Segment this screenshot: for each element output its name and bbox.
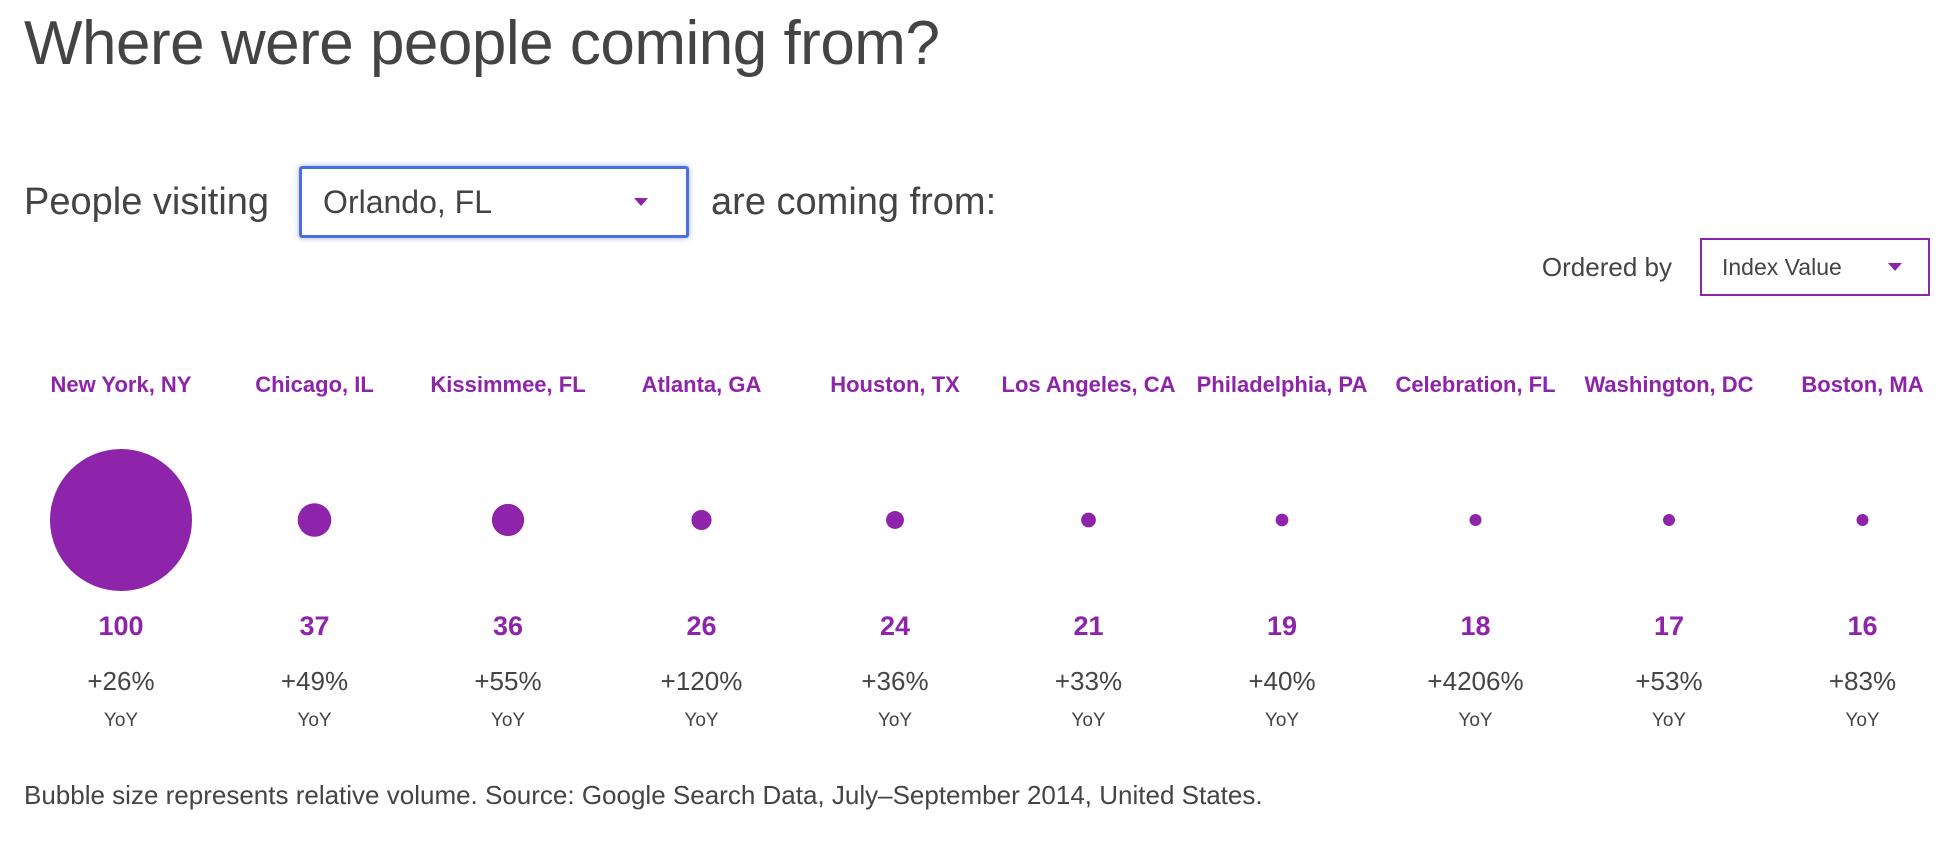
bubble-mark <box>691 509 712 531</box>
yoy-unit-label: YoY <box>1071 710 1105 731</box>
yoy-unit-label: YoY <box>1265 710 1299 731</box>
yoy-unit-label: YoY <box>684 710 718 731</box>
yoy-change-label: +33% <box>1055 666 1122 696</box>
city-label: Philadelphia, PA <box>1197 372 1368 397</box>
index-value-label: 21 <box>1073 611 1103 641</box>
index-value-label: 26 <box>686 611 716 641</box>
yoy-change-label: +55% <box>474 666 541 696</box>
index-value-label: 19 <box>1267 611 1297 641</box>
bubble-mark <box>1275 513 1289 527</box>
visit-row: People visiting Orlando, FL are coming f… <box>24 164 996 240</box>
city-label: Atlanta, GA <box>642 372 762 397</box>
yoy-change-label: +4206% <box>1427 666 1523 696</box>
bubble-mark <box>1663 514 1675 526</box>
city-dropdown[interactable]: Orlando, FL <box>299 166 690 238</box>
yoy-change-label: +83% <box>1829 666 1896 696</box>
city-dropdown-value: Orlando, FL <box>323 183 493 220</box>
index-value-label: 24 <box>880 611 910 641</box>
order-dropdown[interactable]: Index Value <box>1700 238 1930 296</box>
index-value-label: 17 <box>1654 611 1684 641</box>
caret-down-icon <box>1888 263 1902 271</box>
yoy-unit-label: YoY <box>878 710 912 731</box>
visit-suffix-label: are coming from: <box>711 180 997 223</box>
bubble-mark <box>1856 514 1869 526</box>
bubble-mark <box>491 503 525 537</box>
yoy-unit-label: YoY <box>1652 710 1686 731</box>
order-dropdown-value: Index Value <box>1722 253 1842 280</box>
bubble-mark <box>50 449 192 591</box>
bubble-mark <box>297 503 332 537</box>
city-label: Los Angeles, CA <box>1002 372 1176 397</box>
index-value-label: 100 <box>98 611 143 641</box>
city-label: Washington, DC <box>1584 372 1753 397</box>
bubble-mark <box>1469 514 1482 526</box>
city-label: Chicago, IL <box>255 372 374 397</box>
city-label: Kissimmee, FL <box>430 372 585 397</box>
yoy-change-label: +36% <box>861 666 928 696</box>
yoy-unit-label: YoY <box>104 710 138 731</box>
index-value-label: 16 <box>1847 611 1877 641</box>
footnote: Bubble size represents relative volume. … <box>24 780 1263 810</box>
index-value-label: 37 <box>299 611 329 641</box>
bubble-chart: New York, NY 100 +26% YoY Chicago, IL 37 +49% Y… <box>50 372 1924 731</box>
bubble-mark <box>1081 512 1096 528</box>
yoy-unit-label: YoY <box>491 710 525 731</box>
caret-down-icon <box>634 198 649 206</box>
yoy-unit-label: YoY <box>297 710 331 731</box>
index-value-label: 18 <box>1460 611 1490 641</box>
visit-prefix-label: People visiting <box>24 180 270 223</box>
city-label: Houston, TX <box>830 372 960 397</box>
yoy-change-label: +26% <box>87 666 154 696</box>
city-label: Boston, MA <box>1801 372 1923 397</box>
page-title: Where were people coming from? <box>24 9 940 78</box>
bubble-mark <box>886 511 904 529</box>
city-label: New York, NY <box>50 372 191 397</box>
city-label: Celebration, FL <box>1395 372 1555 397</box>
yoy-change-label: +53% <box>1635 666 1702 696</box>
yoy-change-label: +120% <box>661 666 743 696</box>
index-value-label: 36 <box>493 611 523 641</box>
yoy-change-label: +49% <box>281 666 348 696</box>
ordered-by-label: Ordered by <box>1541 251 1672 282</box>
order-row: Ordered by Index Value <box>1542 238 1930 296</box>
yoy-unit-label: YoY <box>1845 710 1879 731</box>
yoy-change-label: +40% <box>1248 666 1315 696</box>
yoy-unit-label: YoY <box>1458 710 1492 731</box>
